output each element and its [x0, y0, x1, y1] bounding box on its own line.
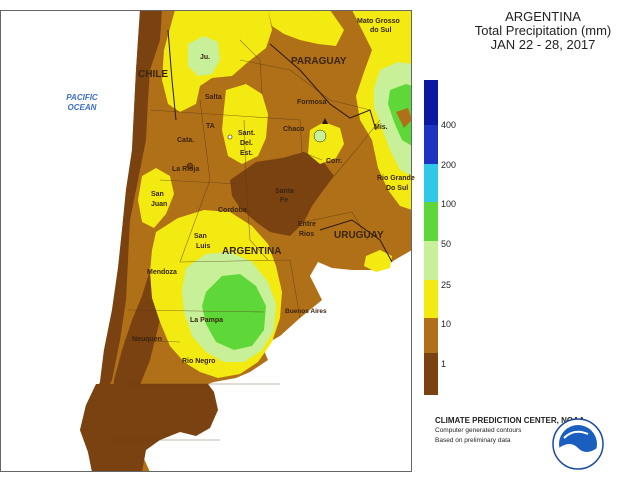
- region-san-juan-wet: [138, 168, 174, 228]
- legend-tick-100: 100: [441, 199, 457, 209]
- sanluis1-label: San: [194, 233, 207, 240]
- color-legend: 1 10 25 50 100 200 400: [424, 80, 456, 395]
- legend-swatch-100-200: [424, 164, 438, 202]
- legend-swatch-25-50: [424, 241, 438, 280]
- credit-method: Computer generated contours: [435, 427, 522, 434]
- title-variable: Total Precipitation (mm): [474, 23, 612, 38]
- legend-swatch-gt400: [424, 80, 438, 125]
- chile-label: CHILE: [138, 69, 168, 80]
- larioja-label: La Rioja: [172, 166, 199, 173]
- map-labels: PACIFIC OCEAN CHILE PARAGUAY ARGENTINA U…: [66, 18, 415, 365]
- credit-data-note: Based on preliminary data: [435, 437, 511, 444]
- paraguay-label: PARAGUAY: [291, 56, 347, 67]
- uruguay-label: URUGUAY: [334, 230, 384, 241]
- buenosaires-label: Buenos Aires: [285, 308, 327, 315]
- title-period: JAN 22 - 28, 2017: [490, 37, 596, 52]
- ocean-label: OCEAN: [68, 103, 97, 112]
- legend-tick-10: 10: [441, 319, 452, 329]
- pacific-label: PACIFIC: [66, 93, 98, 102]
- jujuy-label: Ju.: [200, 54, 210, 61]
- argentina-label: ARGENTINA: [222, 246, 281, 257]
- country-borders: [167, 29, 393, 263]
- rios-label: Rios: [299, 231, 314, 238]
- region-patagonia-dry: [80, 384, 218, 472]
- est-label: Est.: [240, 150, 253, 157]
- map-title: ARGENTINA Total Precipitation (mm) JAN 2…: [448, 10, 638, 52]
- neuquen-label: Neuquen: [132, 336, 162, 343]
- sanjuan1-label: San: [151, 191, 164, 198]
- lapampa-label: La Pampa: [190, 317, 223, 324]
- sant-label: Sant.: [238, 130, 255, 137]
- legend-tick-50: 50: [441, 239, 452, 249]
- region-uruguay-wet: [364, 250, 392, 272]
- dosul2-label: Do Sul: [386, 185, 408, 192]
- salta-label: Salta: [205, 94, 222, 101]
- riogrande-label: Rio Grande: [377, 175, 415, 182]
- formosa-label: Formosa: [297, 99, 327, 106]
- matogrosso-label: Mato Grosso: [357, 18, 400, 25]
- del-label: Del.: [240, 140, 253, 147]
- legend-swatch-50-100: [424, 202, 438, 241]
- region-santiago-wet: [222, 84, 268, 164]
- santa-label: Santa: [275, 188, 294, 195]
- legend-tick-25: 25: [441, 280, 452, 290]
- legend-swatch-200-400: [424, 125, 438, 164]
- region-santafe-dry: [230, 152, 334, 236]
- precipitation-map: PACIFIC OCEAN CHILE PARAGUAY ARGENTINA U…: [0, 10, 415, 472]
- misiones-label: Mis.: [374, 124, 388, 131]
- legend-swatch-1-10: [424, 318, 438, 353]
- credit-source: CLIMATE PREDICTION CENTER, NOAA: [435, 416, 585, 425]
- legend-swatch-10-25: [424, 280, 438, 318]
- legend-tick-200: 200: [441, 160, 457, 170]
- legend-tick-400: 400: [441, 120, 457, 130]
- cordoba-label: Cordoba: [218, 207, 247, 214]
- sanluis2-label: Luis: [196, 243, 210, 250]
- fe-label: Fe: [280, 197, 288, 204]
- noaa-logo-icon: [552, 418, 604, 470]
- tucuman-label: TA: [206, 123, 215, 130]
- title-country: ARGENTINA: [505, 9, 581, 24]
- region-jujuy-heavy: [188, 36, 220, 76]
- catamarca-label: Cata.: [177, 137, 194, 144]
- dosul-label: do Sul: [370, 27, 391, 34]
- sanjuan2-label: Juan: [151, 201, 167, 208]
- region-andes-dry: [100, 10, 162, 400]
- mendoza-label: Mendoza: [147, 269, 177, 276]
- region-ne-dry-spot: [396, 108, 412, 128]
- legend-swatch-lt1: [424, 353, 438, 395]
- credit-block: CLIMATE PREDICTION CENTER, NOAA Computer…: [435, 416, 585, 446]
- region-north-wet-paraguay: [268, 10, 344, 46]
- chaco-label: Chaco: [283, 126, 304, 133]
- legend-tick-1: 1: [441, 359, 447, 369]
- entre-label: Entre: [298, 221, 316, 228]
- rionegro-label: Rio Negro: [182, 358, 215, 365]
- region-pampa-veryheavy: [202, 274, 266, 350]
- corrientes-label: Corr.: [326, 158, 342, 165]
